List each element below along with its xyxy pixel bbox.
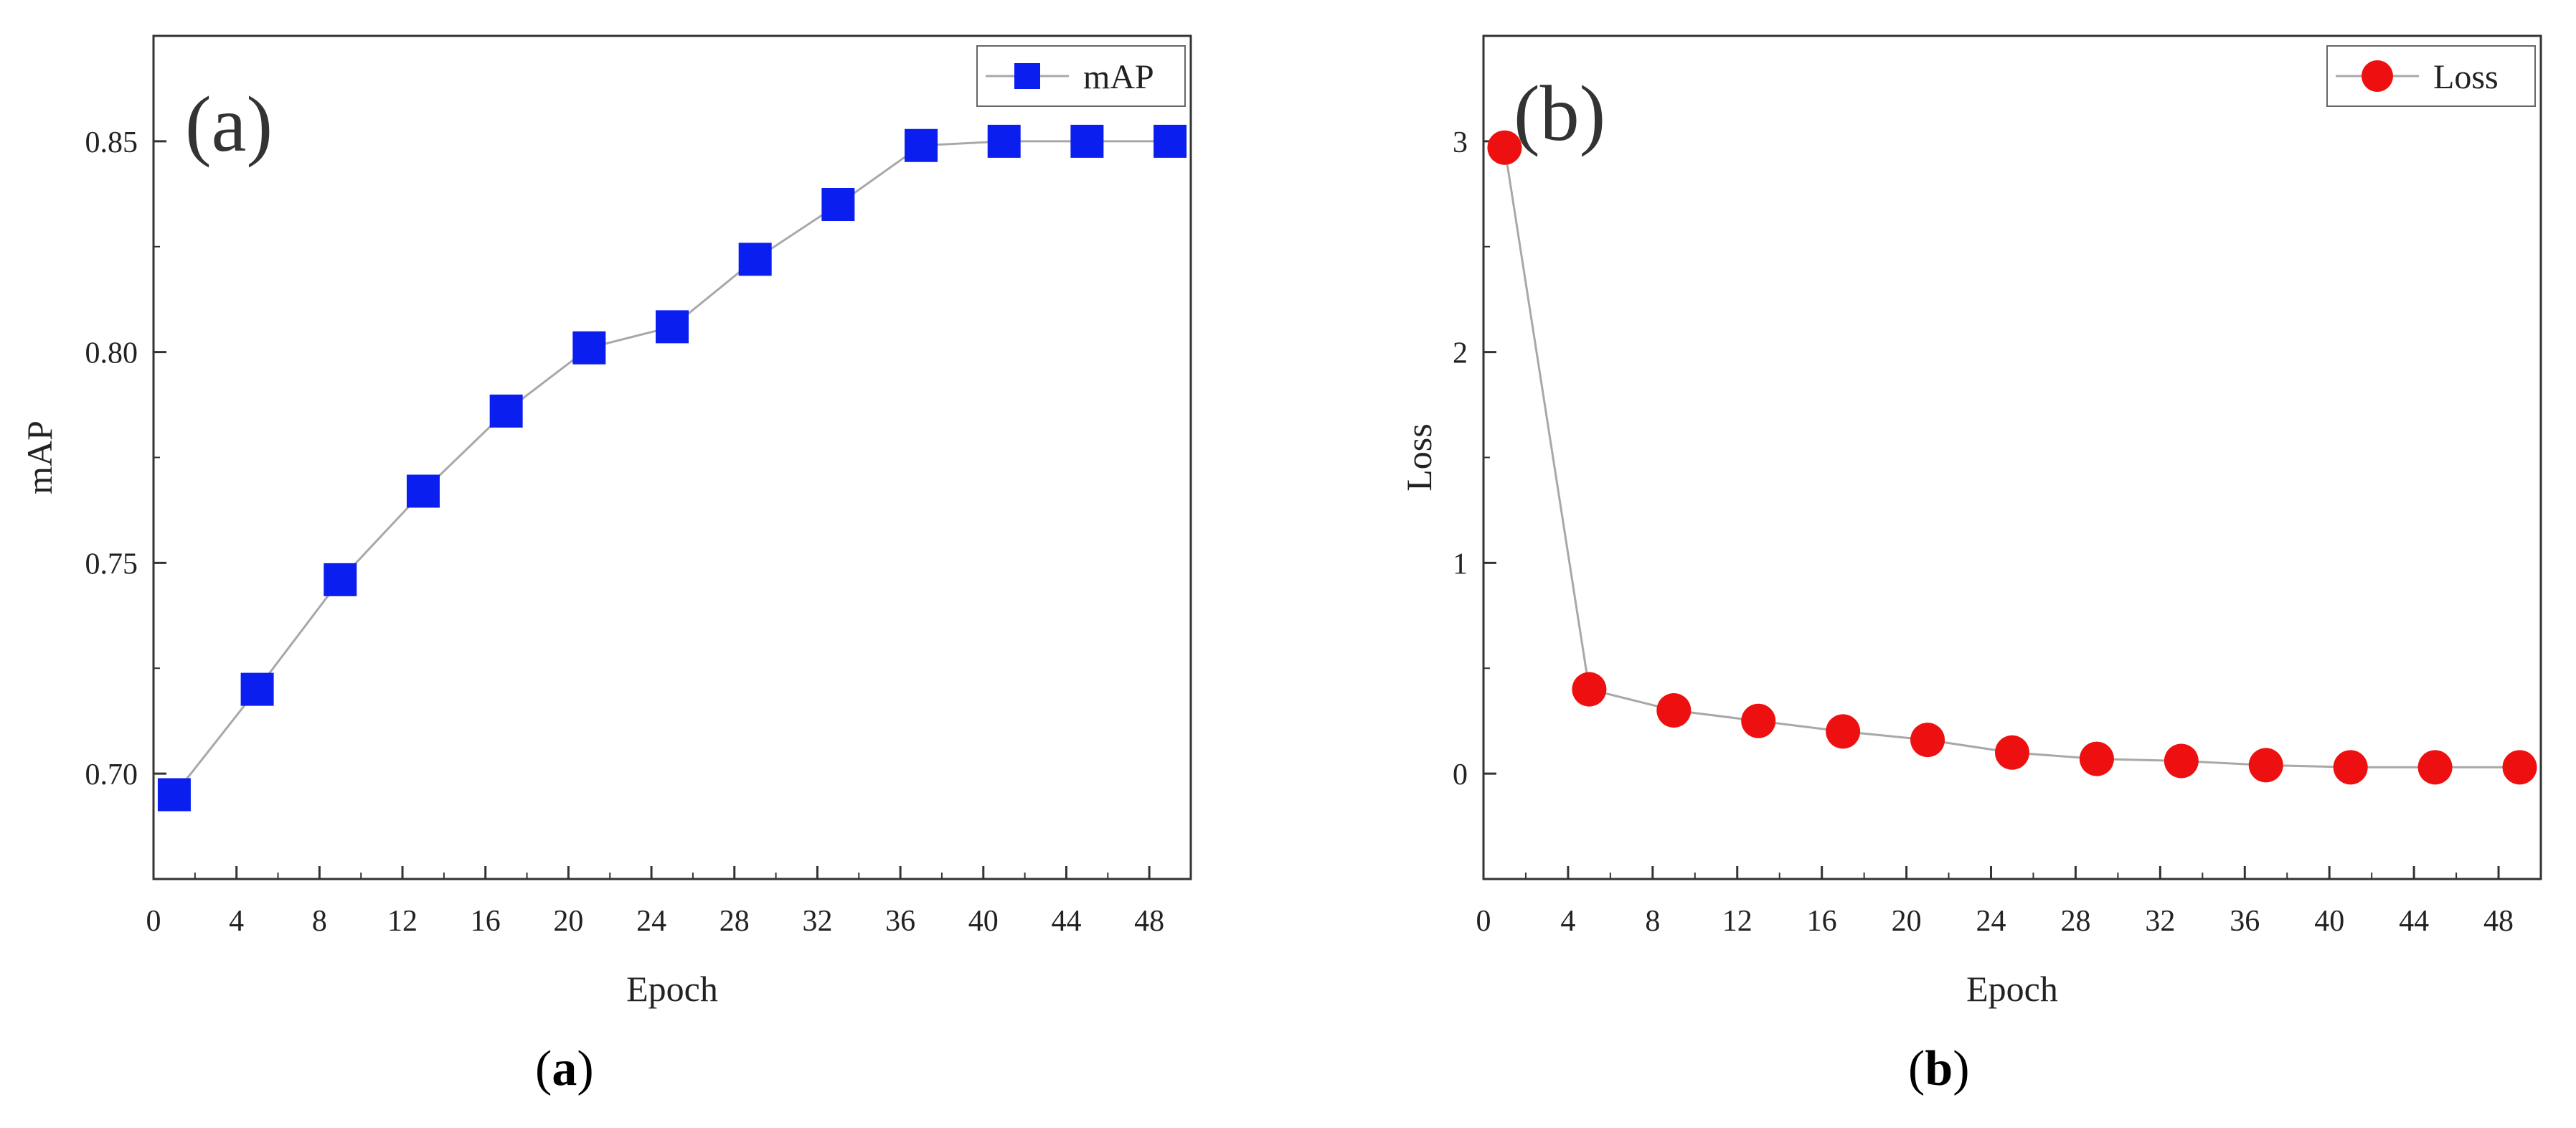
data-point	[406, 474, 440, 508]
data-point	[1995, 735, 2029, 770]
data-point	[2164, 743, 2199, 779]
data-point	[2248, 748, 2283, 783]
x-tick-label: 44	[2399, 905, 2429, 938]
data-point	[821, 188, 855, 221]
legend-marker	[1014, 63, 1040, 89]
plot-frame	[152, 34, 1192, 880]
y-axis-label: mAP	[19, 420, 60, 494]
x-tick-label: 48	[2483, 905, 2514, 938]
data-point	[489, 394, 523, 428]
x-tick-label: 44	[1051, 905, 1081, 938]
data-point	[157, 778, 191, 812]
x-tick-label: 0	[1476, 905, 1491, 938]
series-line	[1504, 147, 2520, 769]
x-tick-label: 32	[802, 905, 832, 938]
data-point	[1910, 723, 1945, 758]
x-tick-label: 48	[1134, 905, 1164, 938]
x-tick-label: 20	[553, 905, 583, 938]
legend-label: Loss	[2433, 58, 2499, 96]
x-tick-label: 24	[1976, 905, 2006, 938]
x-tick-label: 12	[1722, 905, 1752, 938]
x-tick-label: 12	[387, 905, 417, 938]
x-tick-label: 8	[312, 905, 327, 938]
data-point	[2417, 750, 2453, 785]
data-point	[1153, 124, 1187, 158]
data-point	[1487, 130, 1522, 165]
data-point	[1741, 703, 1776, 738]
legend-label: mAP	[1083, 58, 1154, 96]
data-point	[240, 672, 274, 706]
x-tick-label: 16	[1807, 905, 1837, 938]
x-axis-label: Epoch	[626, 969, 718, 1009]
y-tick-label: 2	[1453, 337, 1468, 370]
data-point	[656, 310, 689, 344]
y-tick-label: 0.75	[85, 547, 138, 581]
legend-marker	[2362, 60, 2393, 92]
x-tick-label: 24	[636, 905, 666, 938]
caption-a: (a)	[535, 1041, 594, 1096]
x-tick-label: 40	[2314, 905, 2344, 938]
y-tick-label: 0.70	[85, 758, 138, 791]
x-tick-label: 20	[1892, 905, 1922, 938]
x-axis-label: Epoch	[1966, 969, 2058, 1009]
x-tick-label: 28	[720, 905, 750, 938]
x-tick-label: 4	[1560, 905, 1575, 938]
y-axis-label: Loss	[1399, 423, 1439, 491]
data-point	[2079, 741, 2114, 776]
x-tick-label: 16	[471, 905, 501, 938]
caption-a-letter: a	[552, 1041, 577, 1096]
y-tick-label: 1	[1453, 547, 1468, 581]
series-line	[173, 140, 1171, 796]
data-point	[987, 124, 1021, 158]
x-tick-label: 4	[229, 905, 244, 938]
data-point	[572, 331, 606, 365]
data-point	[738, 243, 772, 276]
data-point	[1826, 714, 1861, 749]
x-tick-label: 32	[2145, 905, 2175, 938]
data-point	[2333, 750, 2368, 785]
y-tick-label: 3	[1453, 126, 1468, 159]
panel-letter: (a)	[185, 80, 273, 168]
data-point	[1070, 124, 1104, 158]
chart-panel-a: 0 4 8 12 16 20 24 28 32 36 40 44 480.700.750.800.85E…	[19, 34, 1192, 1009]
caption-b-letter: b	[1925, 1041, 1953, 1096]
caption-b: (b)	[1908, 1041, 1970, 1096]
data-point	[2502, 750, 2537, 785]
data-point	[905, 128, 938, 162]
x-tick-label: 28	[2060, 905, 2090, 938]
x-tick-label: 36	[885, 905, 915, 938]
data-point	[324, 563, 357, 596]
data-point	[1656, 693, 1692, 728]
y-tick-label: 0.80	[85, 337, 138, 370]
x-tick-label: 36	[2230, 905, 2260, 938]
panel-letter: (b)	[1514, 70, 1605, 157]
data-point	[1572, 672, 1607, 707]
x-tick-label: 0	[146, 905, 161, 938]
x-tick-label: 8	[1645, 905, 1660, 938]
x-tick-label: 40	[968, 905, 999, 938]
y-tick-label: 0	[1453, 758, 1468, 791]
y-tick-label: 0.85	[85, 126, 138, 159]
